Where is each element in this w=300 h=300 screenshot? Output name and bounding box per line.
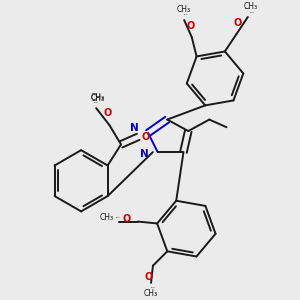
Text: N: N — [130, 123, 139, 133]
Text: CH₃: CH₃ — [177, 5, 191, 14]
Text: methyl: methyl — [250, 12, 255, 13]
Text: methyl: methyl — [116, 217, 121, 218]
Text: methyl: methyl — [94, 102, 99, 103]
Text: CH₃: CH₃ — [244, 2, 258, 11]
Text: O: O — [103, 108, 112, 118]
Text: O: O — [233, 17, 242, 28]
Text: O: O — [122, 214, 130, 224]
Text: CH₃: CH₃ — [144, 289, 158, 298]
Text: O: O — [187, 21, 195, 31]
Text: O: O — [144, 272, 152, 282]
Text: CH₃: CH₃ — [100, 213, 114, 222]
Text: methyl: methyl — [184, 14, 189, 15]
Text: CH₃: CH₃ — [91, 94, 105, 103]
Text: CH₃: CH₃ — [91, 93, 105, 102]
Text: methyl: methyl — [151, 286, 156, 288]
Text: N: N — [140, 149, 148, 159]
Text: O: O — [141, 132, 149, 142]
Text: methoxy: methoxy — [245, 8, 251, 9]
